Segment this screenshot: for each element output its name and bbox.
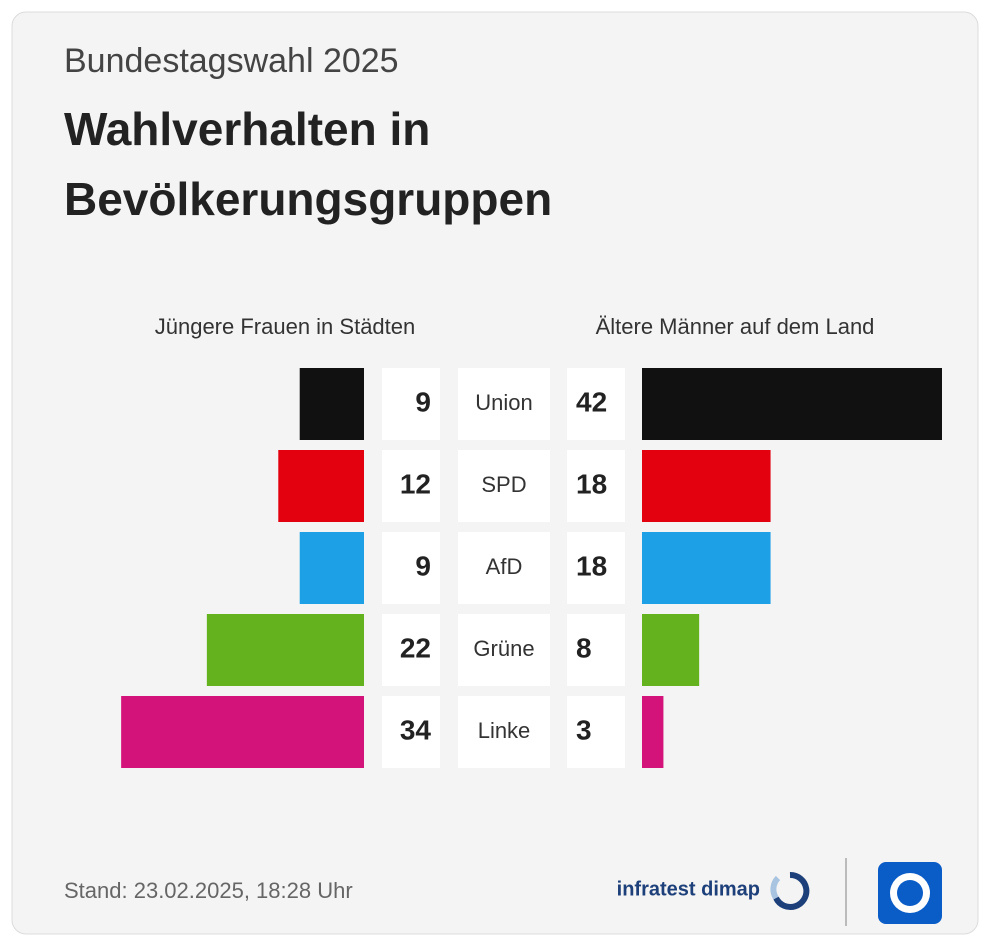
bar [206, 614, 364, 686]
source-logo [770, 871, 810, 910]
bar [642, 532, 771, 604]
category-box [458, 532, 550, 604]
series-header: Jüngere Frauen in Städten [155, 314, 416, 339]
value-box [382, 450, 440, 522]
bar [642, 614, 700, 686]
value-box [382, 532, 440, 604]
value-label: 34 [400, 714, 432, 745]
value-box [567, 450, 625, 522]
value-box [382, 614, 440, 686]
category-label: SPD [481, 472, 526, 497]
value-label: 9 [415, 386, 431, 417]
category-label: Union [475, 390, 532, 415]
category-label: Grüne [473, 636, 534, 661]
value-label: 8 [576, 632, 592, 663]
category-label: Linke [478, 718, 531, 743]
category-box [458, 696, 550, 768]
category-box [458, 450, 550, 522]
value-box [567, 696, 625, 768]
value-label: 3 [576, 714, 592, 745]
value-label: 18 [576, 550, 607, 581]
bar [121, 696, 365, 768]
bar [278, 450, 364, 522]
source: infratest dimap [617, 878, 760, 900]
footnote: Stand: 23.02.2025, 18:28 Uhr [64, 878, 353, 903]
title: Wahlverhalten in Bevölkerungsgruppen [64, 103, 553, 225]
value-box [382, 368, 440, 440]
bar [299, 368, 364, 440]
value-box [567, 368, 625, 440]
series-header: Ältere Männer auf dem Land [596, 314, 875, 339]
bar [642, 696, 664, 768]
value-box [382, 696, 440, 768]
bar [642, 368, 942, 440]
category-box [458, 614, 550, 686]
value-label: 42 [576, 386, 607, 417]
value-box [567, 532, 625, 604]
bar [642, 450, 771, 522]
category-label: AfD [486, 554, 523, 579]
value-label: 18 [576, 468, 607, 499]
category-box [458, 368, 550, 440]
value-label: 9 [415, 550, 431, 581]
value-box [567, 614, 625, 686]
bar [299, 532, 364, 604]
value-label: 22 [400, 632, 431, 663]
value-label: 12 [400, 468, 431, 499]
subtitle: Bundestagswahl 2025 [64, 42, 399, 80]
broadcaster-logo [878, 862, 942, 924]
